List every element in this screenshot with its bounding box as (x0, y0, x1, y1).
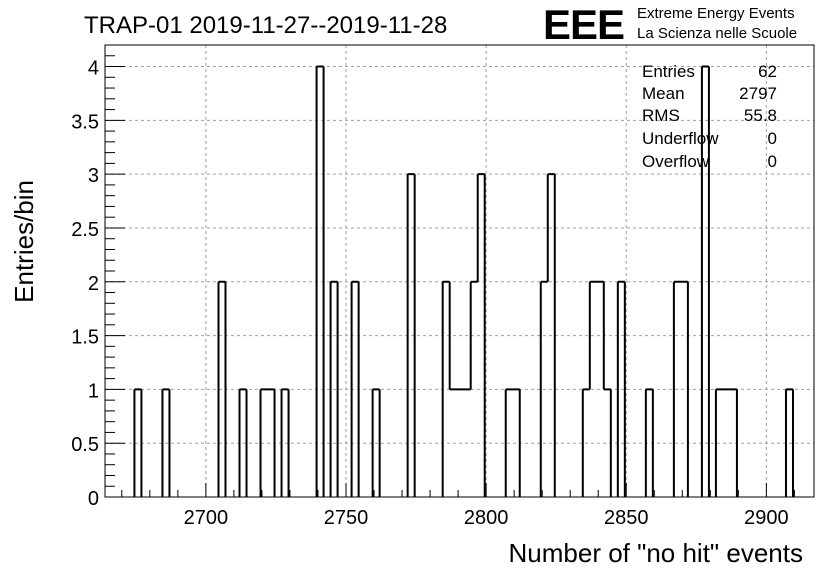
stats-overflow-value: 0 (768, 152, 777, 171)
x-tick-label: 2700 (184, 507, 229, 529)
histogram-outline (133, 65, 794, 497)
x-axis-label: Number of "no hit" events (509, 538, 804, 568)
stats-underflow-label: Underflow (642, 129, 719, 148)
x-tick-label: 2900 (744, 507, 789, 529)
y-tick-label: 0.5 (71, 434, 99, 456)
y-tick-label: 1 (88, 380, 99, 402)
y-tick-label: 1.5 (71, 327, 99, 349)
axis-ticks (105, 55, 795, 498)
y-tick-label: 3.5 (71, 111, 99, 133)
eee-logo: EEE Extreme Energy Events La Scienza nel… (543, 1, 797, 48)
y-tick-labels: 0 0.5 1 1.5 2 2.5 3 3.5 4 (71, 58, 99, 510)
stats-box: Entries 62 Mean 2797 RMS 55.8 Underflow … (642, 62, 777, 171)
plot-frame (104, 44, 815, 498)
y-tick-label: 3 (88, 165, 99, 187)
logo-line2: La Scienza nelle Scuole (637, 25, 797, 42)
y-tick-label: 4 (88, 58, 99, 80)
y-tick-label: 2.5 (71, 219, 99, 241)
stats-mean-label: Mean (642, 84, 685, 103)
y-axis-label: Entries/bin (9, 180, 39, 303)
y-tick-label: 0 (88, 488, 99, 510)
y-tick-label: 2 (88, 273, 99, 295)
chart-title: TRAP-01 2019-11-27--2019-11-28 (84, 12, 447, 39)
stats-underflow-value: 0 (768, 129, 777, 148)
x-tick-label: 2800 (464, 507, 509, 529)
stats-entries-label: Entries (642, 62, 695, 81)
stats-entries-value: 62 (758, 62, 777, 81)
x-tick-label: 2850 (604, 507, 649, 529)
logo-line1: Extreme Energy Events (637, 5, 795, 22)
histogram-bins (133, 65, 794, 497)
x-tick-labels: 2700 2750 2800 2850 2900 (184, 507, 789, 529)
stats-overflow-label: Overflow (642, 152, 710, 171)
grid-lines (105, 45, 814, 497)
eee-logo-mark: EEE (543, 1, 624, 48)
stats-rms-value: 55.8 (744, 106, 777, 125)
stats-rms-label: RMS (642, 106, 680, 125)
stats-mean-value: 2797 (739, 84, 777, 103)
x-tick-label: 2750 (324, 507, 369, 529)
